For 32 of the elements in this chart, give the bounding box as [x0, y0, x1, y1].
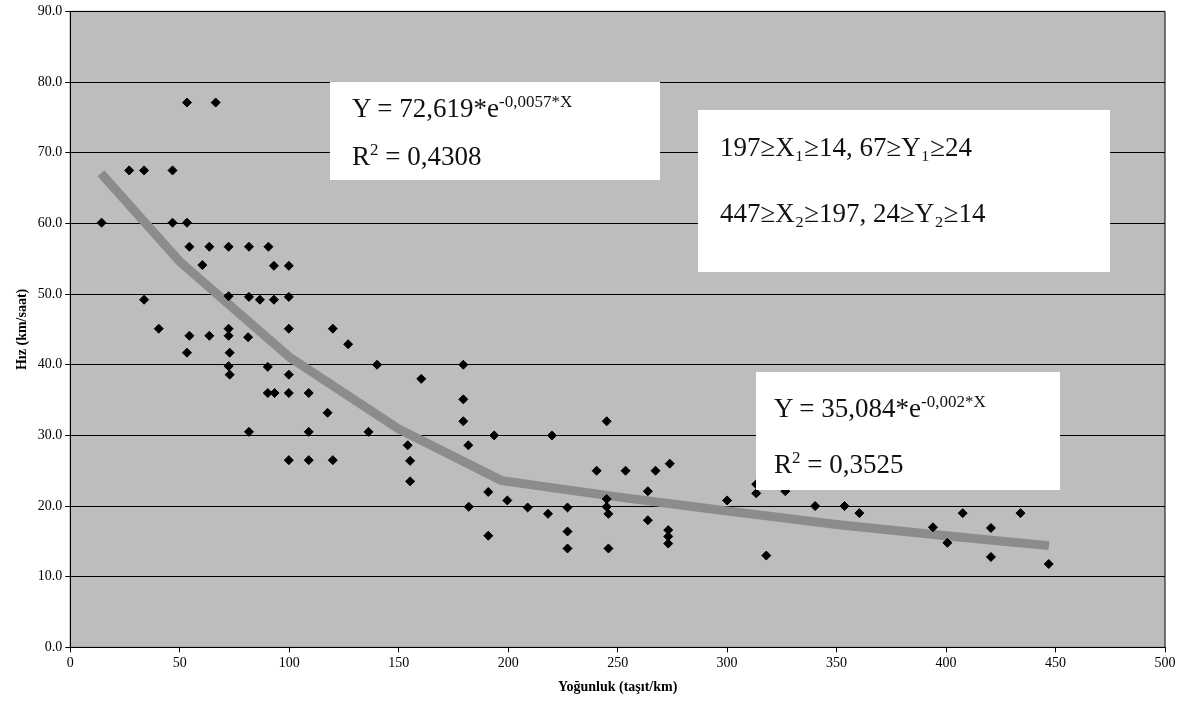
text-box: 197≥X₁≥14, 67≥Y₁≥24 447≥X₂≥197, 24≥Y₂≥14: [698, 110, 1110, 272]
x-tick-label: 300: [716, 655, 738, 671]
x-tick-label: 200: [497, 655, 519, 671]
x-tick-label: 400: [935, 655, 957, 671]
annotation: Y = 35,084*e$^{-0,002*X}$: [774, 392, 986, 424]
y-tick-label: 20.0: [37, 497, 63, 513]
x-tick-label: 350: [826, 655, 848, 671]
y-tick-label: 60.0: [37, 215, 63, 231]
y-tick-label: 30.0: [37, 427, 63, 443]
annotation: 447≥X₂≥197, 24≥Y₂≥14: [720, 198, 986, 229]
x-axis-title: Yoğunluk (taşıt/km): [557, 679, 678, 696]
annotation: R$^{2}$ = 0,4308: [352, 140, 482, 172]
text-box: Y = 72,619*e$^{-0,0057*X}$ R$^{2}$ = 0,4308: [330, 82, 660, 180]
x-tick-label: 500: [1154, 655, 1176, 671]
y-axis-title: Hız (km/saat): [14, 288, 31, 371]
annotation: R$^{2}$ = 0,3525: [774, 448, 904, 480]
x-tick-label: 100: [278, 655, 300, 671]
y-tick-label: 0.0: [44, 639, 63, 655]
text-box: Y = 35,084*e$^{-0,002*X}$ R$^{2}$ = 0,3525: [756, 372, 1060, 490]
y-tick-label: 80.0: [37, 73, 63, 89]
annotation: Y = 72,619*e$^{-0,0057*X}$: [352, 92, 573, 124]
x-tick-label: 50: [172, 655, 187, 671]
y-tick-label: 40.0: [37, 356, 63, 372]
y-tick-label: 10.0: [37, 568, 63, 584]
x-tick-label: 250: [607, 655, 629, 671]
y-tick-label: 90.0: [37, 3, 63, 19]
x-tick-label: 0: [66, 655, 74, 671]
x-tick-label: 450: [1045, 655, 1067, 671]
x-tick-label: 150: [388, 655, 410, 671]
y-tick-label: 50.0: [37, 285, 63, 301]
annotation: 197≥X₁≥14, 67≥Y₁≥24: [720, 132, 973, 163]
y-tick-label: 70.0: [37, 144, 63, 160]
